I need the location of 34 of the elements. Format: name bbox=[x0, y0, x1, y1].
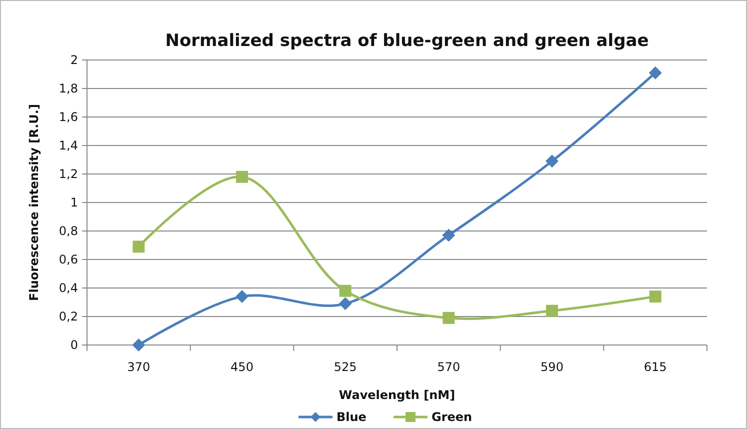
point bbox=[546, 154, 558, 168]
y-tick-label: 1,8 bbox=[58, 82, 78, 96]
x-tick-label: 450 bbox=[230, 360, 254, 374]
x-tick-label: 570 bbox=[437, 360, 460, 374]
legend-label: Green bbox=[432, 410, 472, 424]
y-tick-label: 0,6 bbox=[58, 252, 78, 267]
point bbox=[442, 312, 455, 324]
y-tick-label: 0,8 bbox=[58, 224, 78, 238]
point bbox=[132, 240, 145, 253]
y-tick-label: 0,4 bbox=[58, 281, 78, 296]
x-axis-title: Wavelength [nM] bbox=[338, 388, 456, 402]
point bbox=[236, 170, 248, 183]
x-tick-label: 370 bbox=[127, 360, 150, 374]
point bbox=[442, 228, 456, 242]
x-tick-label: 525 bbox=[334, 360, 357, 374]
y-tick-label: 0 bbox=[70, 338, 78, 352]
y-tick-label: 2 bbox=[70, 53, 78, 68]
chart-title: Normalized spectra of blue-green and green algae bbox=[165, 31, 649, 51]
y-tick-label: 0,2 bbox=[58, 310, 78, 324]
point bbox=[236, 290, 248, 304]
y-tick-label: 1,2 bbox=[58, 167, 78, 182]
point bbox=[546, 304, 558, 317]
y-tick-label: 1,6 bbox=[58, 110, 78, 124]
legend-label: Blue bbox=[336, 410, 366, 424]
y-axis-title: Fluorescence intensity [R.U.] bbox=[27, 104, 41, 301]
y-tick-label: 1 bbox=[70, 196, 78, 210]
point bbox=[339, 284, 352, 297]
x-tick-label: 590 bbox=[540, 360, 564, 374]
point bbox=[648, 66, 662, 80]
point bbox=[338, 297, 352, 310]
x-tick-label: 615 bbox=[644, 360, 667, 374]
y-tick-label: 1,4 bbox=[58, 138, 78, 153]
point bbox=[132, 338, 146, 352]
point bbox=[649, 290, 662, 303]
